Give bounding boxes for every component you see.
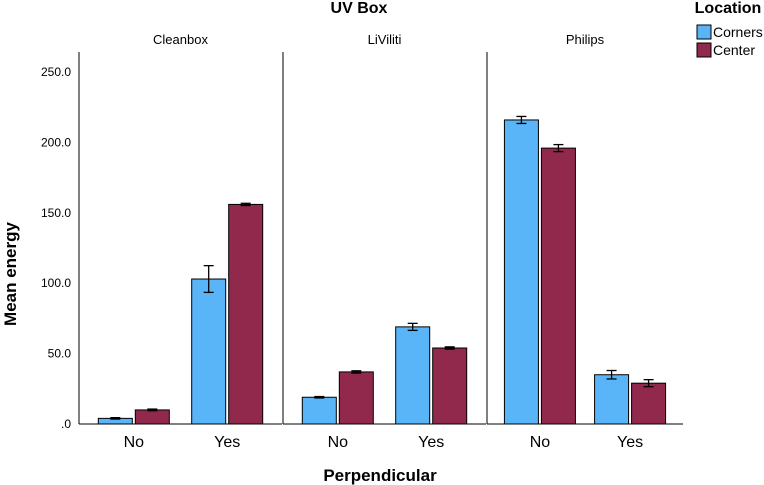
category-tick-label: No [328, 434, 349, 451]
y-tick-label: 200.0 [41, 135, 71, 149]
y-tick-label: 250.0 [41, 65, 71, 79]
y-tick-label: 100.0 [41, 276, 71, 290]
bar-center [540, 147, 576, 425]
legend-title: Location [695, 0, 762, 17]
y-tick-label: 50.0 [48, 347, 72, 361]
category-tick-label: Yes [418, 434, 444, 451]
bar-center [631, 382, 667, 425]
category-tick-label: Yes [617, 434, 643, 451]
x-axis-title: Perpendicular [323, 466, 437, 485]
y-axis-title: Mean energy [1, 221, 20, 325]
category-tick-label: Yes [214, 434, 240, 451]
legend: Location Corners Center [695, 0, 763, 58]
panel-title: LiViliti [368, 32, 402, 47]
bar-corners [594, 374, 630, 425]
legend-label-corners: Corners [713, 24, 763, 40]
bar-corners [395, 326, 431, 425]
bar-center [228, 203, 264, 425]
bar-corners [191, 278, 227, 425]
legend-swatch-center [696, 42, 712, 58]
plot-area: .0 50.0 100.0 150.0 200.0 250.0 Cleanbox No Yes L… [41, 32, 683, 451]
bar-center [432, 347, 468, 425]
bar-corners [503, 119, 539, 425]
legend-swatch-corners [696, 24, 712, 40]
panel-title: Philips [566, 32, 605, 47]
bar-corners [301, 396, 337, 425]
legend-label-center: Center [713, 42, 755, 58]
bar-center [134, 409, 170, 425]
panel-title: Cleanbox [153, 32, 208, 47]
y-tick-label: .0 [61, 417, 71, 431]
bar-center [338, 371, 374, 425]
y-tick-label: 150.0 [41, 206, 71, 220]
category-tick-label: No [530, 434, 551, 451]
category-tick-label: No [124, 434, 145, 451]
chart-title: UV Box [331, 0, 388, 17]
